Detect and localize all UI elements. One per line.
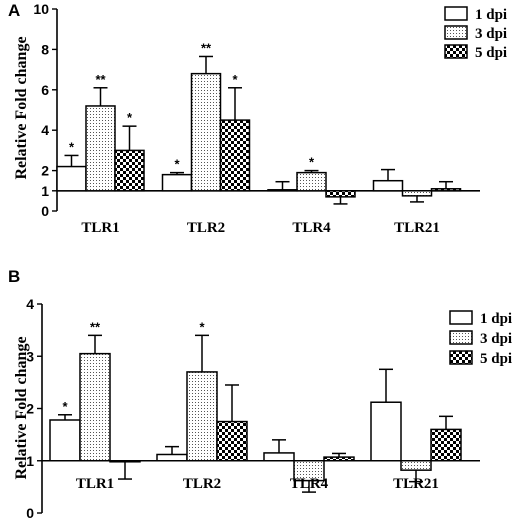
panel-b-category-label: TLR21	[393, 476, 439, 492]
panel-b-category-label: TLR1	[76, 476, 114, 492]
panel-a-bar	[161, 173, 193, 192]
panel-b-ytick-label: 2	[26, 401, 34, 417]
panel-b-bar	[49, 419, 81, 462]
panel-a-legend-label: 5 dpi	[475, 45, 507, 61]
panel-a-legend-swatch	[444, 6, 468, 21]
panel-a-category-label: TLR1	[81, 220, 119, 236]
panel-a-bar	[372, 179, 404, 192]
panel-a-significance-marker: *	[232, 72, 238, 87]
panel-b-legend-label: 1 dpi	[480, 311, 512, 327]
panel-b-ytick-label: 3	[26, 348, 34, 364]
panel-b-ytick-label: 0	[26, 505, 34, 520]
panel-a-significance-marker: *	[127, 110, 133, 125]
panel-a-bar	[219, 119, 251, 192]
panel-a-category-label: TLR2	[187, 220, 225, 236]
panel-b-bar	[263, 452, 295, 462]
panel-a-legend-label: 3 dpi	[475, 26, 507, 42]
panel-a-legend-label: 1 dpi	[475, 7, 507, 23]
panel-a-bar	[267, 189, 298, 192]
panel-a-ytick-label: 0	[41, 203, 49, 219]
panel-a: A Relative Fold change 01246810****TLR1*…	[8, 1, 507, 236]
panel-b-bar	[323, 456, 355, 462]
panel-b-bar	[186, 371, 218, 462]
panel-a-ytick-label: 8	[41, 41, 49, 57]
panel-a-category-label: TLR4	[292, 220, 331, 236]
panel-b-category-label: TLR4	[290, 476, 329, 492]
panel-a-category-label: TLR21	[394, 220, 440, 236]
panel-b-bar	[430, 428, 462, 462]
panel-b-legend-swatch	[449, 310, 473, 325]
panel-b-legend-label: 3 dpi	[480, 331, 512, 347]
y-axis-title-a: Relative Fold change	[13, 36, 30, 179]
panel-b-bar	[216, 420, 248, 462]
panel-b-legend-label: 5 dpi	[480, 351, 512, 367]
panel-b-category-label: TLR2	[183, 476, 221, 492]
panel-b-ytick-label: 1	[26, 453, 34, 469]
panel-b-legend-swatch	[449, 330, 473, 345]
panel-a-ytick-label: 4	[41, 122, 49, 138]
panel-letter-a: A	[8, 1, 20, 20]
panel-b-legend-swatch	[449, 350, 473, 365]
panel-b-bar	[156, 453, 188, 462]
panel-a-bar	[85, 105, 116, 192]
panel-a-bar	[430, 188, 462, 192]
panel-a-bar	[190, 72, 222, 192]
panel-a-ytick-label: 2	[41, 163, 49, 179]
panel-letter-b: B	[8, 267, 20, 286]
panel-b-bar	[400, 460, 432, 471]
panel-b-ytick-label: 4	[26, 296, 34, 312]
panel-b-significance-marker: *	[62, 399, 68, 414]
panel-a-ytick-label: 10	[33, 1, 49, 17]
panel-a-significance-marker: *	[309, 155, 315, 170]
panel-a-legend-swatch	[444, 25, 468, 40]
panel-b-bar	[79, 352, 111, 462]
panel-a-ytick-label: 6	[41, 82, 49, 98]
panel-a-bar	[296, 171, 327, 192]
panel-b-significance-marker: *	[199, 319, 205, 334]
panel-b-bar	[109, 460, 141, 463]
panel-a-legend-swatch	[444, 44, 468, 59]
panel-a-bar	[114, 149, 145, 192]
panel-a-ytick-label: 1	[41, 183, 49, 199]
panel-a-bar	[325, 190, 356, 198]
y-axis-title-b: Relative Fold change	[13, 336, 30, 479]
panel-a-significance-marker: *	[69, 139, 75, 154]
panel-a-bar	[401, 190, 433, 197]
panel-b-bar	[370, 401, 402, 462]
panel-a-significance-marker: **	[201, 40, 212, 55]
panel-a-significance-marker: *	[174, 157, 180, 172]
panel-b-significance-marker: **	[90, 319, 101, 334]
panel-b: B Relative Fold change 01234***TLR1*TLR2…	[8, 267, 512, 520]
panel-a-significance-marker: **	[95, 72, 106, 87]
panel-a-bar	[56, 165, 87, 192]
